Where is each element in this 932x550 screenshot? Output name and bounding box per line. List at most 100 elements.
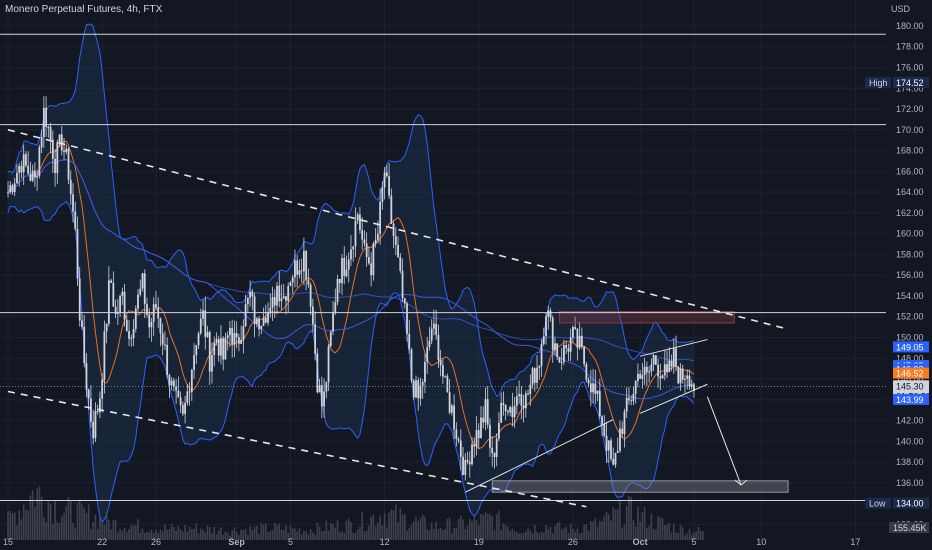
- candle-body: [623, 411, 626, 434]
- volume-bar: [365, 530, 368, 540]
- candle-body: [40, 136, 43, 148]
- volume-bar: [318, 526, 321, 540]
- candle-body: [251, 291, 254, 297]
- candle-body: [305, 251, 308, 280]
- volume-bar: [417, 520, 420, 540]
- price-axis-tick-label: 152.00: [896, 312, 924, 322]
- time-axis: 15 22 26 Sep 5 12 19 26 Oct 5 10 17: [3, 537, 860, 547]
- candle-body: [336, 278, 339, 303]
- time-axis-tick-label: Sep: [228, 537, 245, 547]
- volume-bar: [368, 525, 370, 540]
- volume-bar: [412, 521, 415, 540]
- volume-bar: [607, 514, 610, 540]
- candle-body: [20, 165, 23, 173]
- candle-body: [352, 246, 355, 250]
- candle-body: [99, 398, 101, 413]
- candle-body: [114, 306, 117, 314]
- candle-body: [632, 393, 635, 401]
- candle-body: [96, 411, 99, 413]
- volume-bar: [170, 524, 173, 540]
- current-price-value: 145.30: [896, 381, 924, 391]
- candle-body: [318, 385, 321, 393]
- volume-bar: [390, 509, 393, 540]
- candle-body: [381, 187, 384, 202]
- price-axis-tick-label: 148.00: [896, 353, 924, 363]
- candle-body: [612, 458, 615, 465]
- candle-body: [199, 318, 202, 334]
- volume-bar: [498, 510, 500, 540]
- candle-body: [311, 306, 314, 325]
- candle-body: [643, 366, 646, 376]
- candle-body: [110, 280, 113, 283]
- candle-body: [231, 327, 234, 345]
- volume-bar: [460, 515, 462, 540]
- volume-bar: [110, 529, 112, 540]
- volume-bar: [516, 531, 518, 540]
- volume-bar: [464, 529, 467, 540]
- candle-body: [441, 365, 444, 377]
- volume-bar: [677, 533, 680, 540]
- volume-bar: [226, 532, 229, 540]
- candle-body: [65, 148, 68, 153]
- volume-bar: [36, 488, 38, 540]
- volume-bar: [262, 524, 265, 540]
- volume-bar: [540, 531, 543, 540]
- candle-body: [276, 285, 278, 306]
- volume-bar: [395, 504, 397, 540]
- volume-bar: [560, 529, 563, 540]
- volume-bar: [439, 527, 442, 540]
- volume-bar: [363, 531, 366, 540]
- volume-bar: [672, 523, 675, 540]
- volume-bar: [123, 527, 126, 540]
- candle-body: [116, 312, 119, 314]
- candle-body: [197, 333, 200, 346]
- candle-body: [556, 343, 559, 358]
- candle-body: [29, 173, 32, 181]
- candle-body: [549, 310, 552, 318]
- volume-bar: [117, 532, 119, 540]
- candle-body: [585, 364, 588, 380]
- price-tag-174.52: [893, 76, 929, 88]
- volume-bar: [67, 497, 70, 540]
- candle-body: [598, 390, 601, 417]
- candle-body: [645, 366, 648, 373]
- volume-bar: [285, 525, 287, 540]
- volume-bar: [191, 529, 193, 540]
- candle-body: [289, 282, 292, 287]
- candle-body: [226, 335, 229, 338]
- volume-bar: [381, 525, 384, 540]
- volume-bar: [621, 527, 624, 540]
- volume-value-label: 155.45K: [893, 523, 927, 533]
- candle-body: [309, 284, 312, 307]
- candle-body: [457, 439, 460, 441]
- volume-bar: [202, 529, 204, 540]
- candle-body: [105, 323, 108, 332]
- candle-body: [27, 165, 30, 174]
- volume-bar: [282, 530, 285, 540]
- volume-bar: [493, 529, 496, 540]
- volume-bar: [119, 528, 121, 540]
- candle-body: [307, 279, 310, 285]
- volume-bar: [632, 520, 635, 540]
- volume-bar: [146, 532, 148, 540]
- candle-body: [269, 307, 272, 313]
- volume-bar: [587, 530, 590, 540]
- volume-bar: [455, 527, 458, 540]
- candle-body: [255, 318, 258, 325]
- volume-bar: [312, 532, 314, 540]
- volume-bar: [137, 519, 139, 540]
- volume-bar: [551, 533, 554, 540]
- time-axis-tick-label: 10: [756, 537, 766, 547]
- volume-bar: [238, 535, 240, 540]
- volume-bar: [690, 534, 693, 540]
- volume-bar: [193, 528, 195, 540]
- price-tag-caption-bg: [865, 76, 891, 88]
- price-axis-tick-label: 172.00: [896, 104, 924, 114]
- volume-bar: [244, 528, 247, 540]
- volume-bar: [518, 533, 520, 540]
- candle-body: [446, 376, 449, 393]
- volume-tag: [889, 522, 929, 533]
- candle-body: [484, 399, 487, 423]
- volume-bar: [388, 512, 390, 540]
